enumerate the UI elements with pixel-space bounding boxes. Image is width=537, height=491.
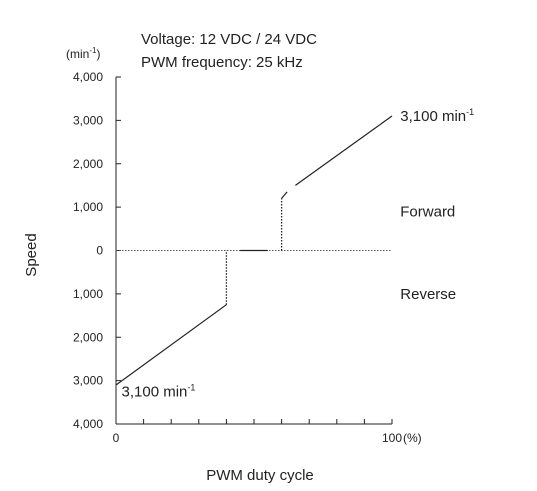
x-axis-label: PWM duty cycle <box>206 467 314 484</box>
y-tick-label: 1,000 <box>73 287 103 301</box>
y-axis-label: Speed <box>23 233 40 276</box>
y-unit-suffix: ) <box>96 47 100 61</box>
annotation-superscript: -1 <box>187 382 195 392</box>
axes: 4,000 3,000 2,000 1,000 0 1,000 2,000 3,000 4,00… <box>73 70 402 445</box>
chart-title-line-1: Voltage: 12 VDC / 24 VDC <box>141 31 317 48</box>
annotation-text: Reverse <box>400 286 456 303</box>
y-unit-prefix: (min <box>66 47 89 61</box>
y-unit-sup: -1 <box>89 46 97 55</box>
y-tick-label: 2,000 <box>73 157 103 171</box>
y-tick-label: 4,000 <box>73 417 103 431</box>
y-tick-label: 4,000 <box>73 70 103 84</box>
annotation-text: 3,100 min <box>122 383 188 400</box>
annotation-label: Reverse <box>400 286 456 303</box>
x-unit-label: (%) <box>403 431 422 445</box>
series-line <box>115 304 227 386</box>
series-line <box>281 191 288 199</box>
y-tick-label: 3,000 <box>73 113 103 127</box>
y-tick-label: 0 <box>96 244 103 258</box>
y-unit-label: (min-1) <box>66 46 100 61</box>
y-tick-label: 2,000 <box>73 330 103 344</box>
chart-title-line-2: PWM frequency: 25 kHz <box>141 54 303 71</box>
y-tick-label: 3,000 <box>73 374 103 388</box>
series-group <box>115 115 393 386</box>
annotation-text: 3,100 min <box>400 108 466 125</box>
x-tick-label: 0 <box>113 431 120 445</box>
series-line <box>295 115 393 186</box>
y-tick-label: 1,000 <box>73 200 103 214</box>
annotation-label: Forward <box>400 203 455 220</box>
annotation-label: 3,100 min-1 <box>400 107 474 125</box>
annotation-label: 3,100 min-1 <box>122 382 196 400</box>
annotation-text: Forward <box>400 203 455 220</box>
annotation-superscript: -1 <box>466 107 474 117</box>
x-tick-label: 100 <box>382 431 402 445</box>
